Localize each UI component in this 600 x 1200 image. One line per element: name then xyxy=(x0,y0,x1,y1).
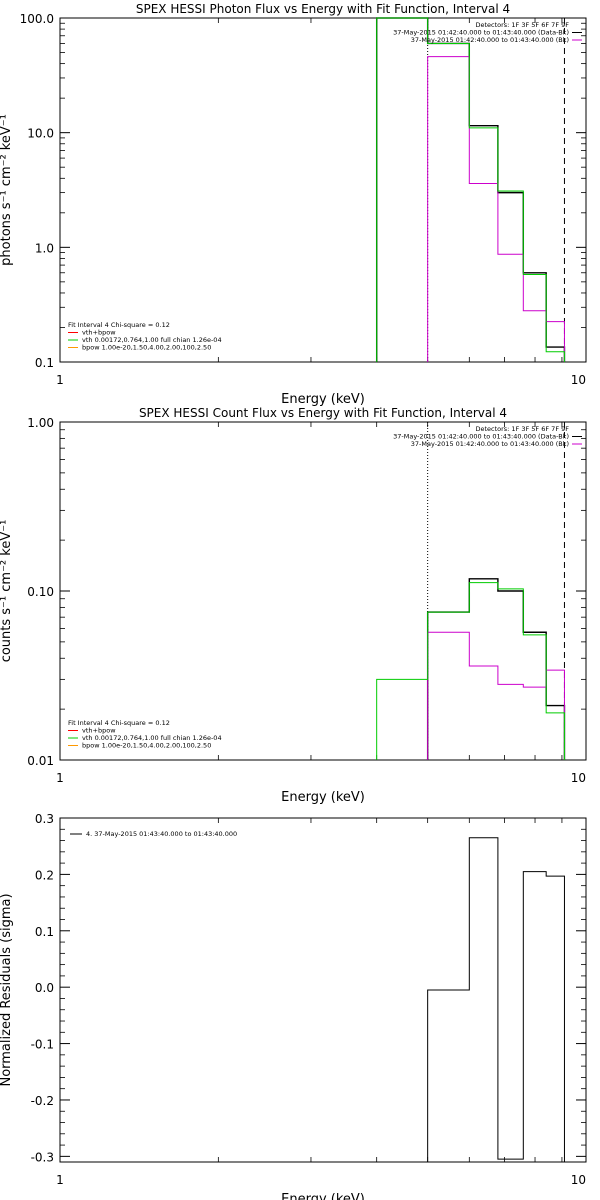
y-tick-label: 0.2 xyxy=(35,868,54,882)
chart-panel-2: SPEX HESSI Count Flux vs Energy with Fit… xyxy=(0,406,587,805)
x-tick-label: 10 xyxy=(571,373,586,387)
legend-top-entry: 37-May-2015 01:42:40.000 to 01:43:40.000… xyxy=(393,433,569,441)
chart-panel-1: SPEX HESSI Photon Flux vs Energy with Fi… xyxy=(0,2,587,407)
legend-bottom-entry: bpow 1.00e-20,1.50,4.00,2.00,100,2.50 xyxy=(82,742,211,750)
legend-bottom-entry: Fit Interval 4 Chi-square = 0.12 xyxy=(68,321,170,329)
y-axis-label: counts s⁻¹ cm⁻² keV⁻¹ xyxy=(0,520,14,663)
series-residuals-histogram xyxy=(427,837,565,1162)
legend-top-entry: Detectors: 1F 3F 5F 6F 7F 9F xyxy=(475,425,569,433)
x-tick-label: 1 xyxy=(56,373,64,387)
series-data-histogram xyxy=(426,578,566,760)
series-vth-histogram xyxy=(376,17,565,362)
y-axis-label: Normalized Residuals (sigma) xyxy=(0,893,14,1086)
series-background-histogram xyxy=(427,56,565,362)
x-axis-label: Energy (keV) xyxy=(281,392,365,407)
y-tick-label: 100.0 xyxy=(20,12,54,26)
legend-bottom-entry: vth 0.00172,0.764,1.00 full chian 1.26e-… xyxy=(82,734,222,742)
y-tick-label: 0.1 xyxy=(35,356,54,370)
y-tick-label: -0.1 xyxy=(31,1038,54,1052)
legend-inset-entry: 4. 37-May-2015 01:43:40.000 to 01:43:40.… xyxy=(86,830,237,838)
y-tick-label: 1.00 xyxy=(27,416,54,430)
y-tick-label: 0.3 xyxy=(35,812,54,826)
series-background-histogram xyxy=(427,631,565,760)
legend-bottom-entry: vth+bpow xyxy=(82,727,116,735)
x-axis-label: Energy (keV) xyxy=(281,1192,365,1200)
x-tick-label: 1 xyxy=(56,1173,64,1187)
legend-top-entry: 37-May-2015 01:42:40.000 to 01:43:40.000… xyxy=(393,29,569,37)
y-tick-label: 0.01 xyxy=(27,754,54,768)
plot-frame xyxy=(59,817,587,1163)
x-tick-label: 10 xyxy=(571,771,586,785)
legend-top-entry: 37-May-2015 01:42:40.000 to 01:43:40.000… xyxy=(411,440,569,448)
legend-bottom-entry: Fit Interval 4 Chi-square = 0.12 xyxy=(68,719,170,727)
y-tick-label: 0.1 xyxy=(35,925,54,939)
plot-frame xyxy=(59,17,587,363)
chart-title: SPEX HESSI Photon Flux vs Energy with Fi… xyxy=(136,2,510,16)
y-tick-label: -0.2 xyxy=(31,1094,54,1108)
x-tick-label: 1 xyxy=(56,771,64,785)
x-tick-label: 10 xyxy=(571,1173,586,1187)
x-axis-label: Energy (keV) xyxy=(281,790,365,805)
y-tick-label: -0.3 xyxy=(31,1150,54,1164)
series-vth-histogram xyxy=(376,582,565,760)
legend-bottom-entry: vth 0.00172,0.764,1.00 full chian 1.26e-… xyxy=(82,336,222,344)
legend-bottom-entry: bpow 1.00e-20,1.50,4.00,2.00,100,2.50 xyxy=(82,344,211,352)
y-tick-label: 0.10 xyxy=(27,585,54,599)
chart-panel-3: Energy (keV) Normalized Residuals (sigma)… xyxy=(0,812,587,1200)
y-tick-label: 0.0 xyxy=(35,981,54,995)
legend-bottom-entry: vth+bpow xyxy=(82,329,116,337)
y-axis-label: photons s⁻¹ cm⁻² keV⁻¹ xyxy=(0,114,14,266)
chart-title: SPEX HESSI Count Flux vs Energy with Fit… xyxy=(139,406,507,420)
legend-top-entry: Detectors: 1F 3F 5F 6F 7F 9F xyxy=(475,21,569,29)
y-tick-label: 10.0 xyxy=(27,127,54,141)
legend-top-entry: 37-May-2015 01:42:40.000 to 01:43:40.000… xyxy=(411,36,569,44)
y-tick-label: 1.0 xyxy=(35,241,54,255)
